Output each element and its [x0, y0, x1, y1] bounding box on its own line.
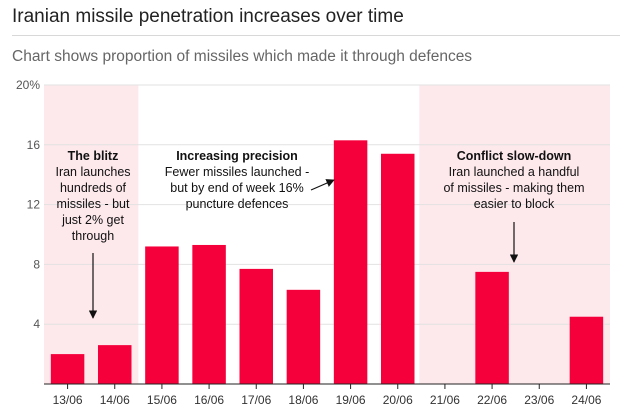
annotation-text: but by end of week 16% [170, 181, 303, 195]
bar-18-06 [286, 289, 321, 384]
x-tick-label: 21/06 [430, 393, 460, 407]
y-tick-label: 4 [33, 317, 40, 331]
bar-13-06 [50, 354, 85, 384]
annotation-3: Conflict slow-down Iran launched a handfu… [443, 149, 584, 211]
annotation-heading: The blitz [68, 149, 119, 163]
x-tick-label: 20/06 [383, 393, 413, 407]
annotation-text: Iran launched a handful [449, 165, 580, 179]
bar-16-06 [192, 244, 226, 384]
y-tick-label: 12 [27, 198, 41, 212]
annotation-text: Iran launches [55, 165, 130, 179]
bar-19-06 [333, 140, 368, 384]
title-divider [12, 35, 620, 36]
x-tick-label: 23/06 [524, 393, 554, 407]
bar-24-06 [569, 316, 604, 384]
x-tick-label: 22/06 [477, 393, 507, 407]
annotation-text: through [72, 229, 114, 243]
bar-22-06 [475, 271, 509, 384]
x-tick-label: 13/06 [53, 393, 83, 407]
annotation-text: hundreds of [60, 181, 127, 195]
annotation-text: Fewer missiles launched - [165, 165, 310, 179]
x-tick-label: 16/06 [194, 393, 224, 407]
annotation-text: of missiles - making them [443, 181, 584, 195]
x-tick-label: 18/06 [288, 393, 318, 407]
bar-20-06 [381, 153, 415, 384]
chart-subtitle: Chart shows proportion of missiles which… [12, 48, 473, 65]
shaded-period-1 [44, 85, 139, 384]
annotation-text: puncture defences [186, 197, 289, 211]
chart-title: Iranian missile penetration increases ov… [12, 6, 404, 27]
bar-15-06 [145, 246, 179, 384]
annotation-heading: Conflict slow-down [457, 149, 572, 163]
y-tick-label: 8 [33, 257, 40, 271]
annotation-text: easier to block [474, 197, 555, 211]
x-tick-label: 19/06 [336, 393, 366, 407]
annotation-heading: Increasing precision [176, 149, 298, 163]
bar-17-06 [239, 268, 273, 384]
annotation-1: The blitz Iran launches hundreds of missile… [55, 149, 130, 243]
x-tick-label: 24/06 [571, 393, 601, 407]
annotation-text: just 2% get [61, 213, 124, 227]
x-tick-label: 17/06 [241, 393, 271, 407]
annotation-text: missiles - but [57, 197, 130, 211]
annotation-arrow-2 [310, 179, 335, 191]
x-tick-label: 14/06 [100, 393, 130, 407]
y-tick-label: 16 [27, 138, 41, 152]
x-tick-label: 15/06 [147, 393, 177, 407]
y-tick-label: 20% [16, 78, 40, 92]
annotation-2: Increasing precision Fewer missiles launc… [165, 149, 310, 211]
bar-14-06 [98, 345, 132, 384]
